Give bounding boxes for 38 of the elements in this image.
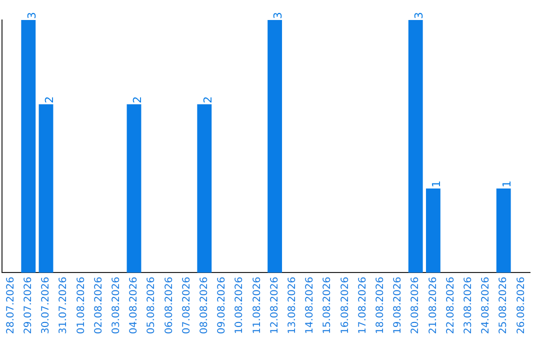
x-tick-label: 28.07.2026 (5, 276, 16, 334)
data-label: 1 (430, 180, 444, 188)
x-tick-label: 26.08.2026 (516, 276, 527, 334)
x-tick-label: 23.08.2026 (462, 276, 474, 334)
data-label: 3 (25, 12, 38, 19)
x-tick-label: 20.08.2026 (410, 276, 422, 334)
x-tick-label: 11.08.2026 (252, 276, 263, 334)
x-tick-label: 10.08.2026 (234, 276, 246, 334)
x-tick-label: 14.08.2026 (304, 276, 316, 334)
x-tick-label: 06.08.2026 (164, 276, 175, 334)
x-tick-label: 31.07.2026 (58, 276, 70, 334)
data-label: 2 (130, 96, 144, 104)
x-tick-label: 04.08.2026 (128, 276, 140, 334)
data-label: 2 (42, 96, 56, 104)
x-tick-label: 18.08.2026 (374, 276, 386, 334)
x-tick-label: 07.08.2026 (181, 276, 192, 334)
x-tick-label: 13.08.2026 (286, 276, 298, 334)
x-tick-label: 12.08.2026 (269, 276, 280, 334)
x-tick-label: 03.08.2026 (110, 276, 122, 334)
x-tick-label: 09.08.2026 (216, 276, 228, 334)
x-tick-label: 16.08.2026 (340, 276, 351, 334)
x-tick-label: 19.08.2026 (392, 276, 404, 334)
data-label: 3 (272, 12, 285, 19)
data-label: 1 (500, 180, 514, 188)
x-tick-label: 21.08.2026 (428, 276, 439, 334)
x-tick-label: 05.08.2026 (146, 276, 158, 334)
data-label: 3 (412, 12, 426, 19)
x-tick-label: 30.07.2026 (40, 276, 52, 334)
data-label: 2 (201, 96, 214, 104)
x-tick-label: 15.08.2026 (322, 276, 334, 334)
x-tick-label: 29.07.2026 (22, 276, 34, 334)
x-tick-label: 24.08.2026 (480, 276, 492, 334)
x-tick-label: 25.08.2026 (498, 276, 510, 334)
x-tick-label: 17.08.2026 (357, 276, 368, 334)
x-tick-label: 02.08.2026 (93, 276, 104, 334)
x-tick-label: 08.08.2026 (198, 276, 210, 334)
x-tick-label: 22.08.2026 (445, 276, 456, 334)
x-tick-label: 01.08.2026 (76, 276, 87, 334)
